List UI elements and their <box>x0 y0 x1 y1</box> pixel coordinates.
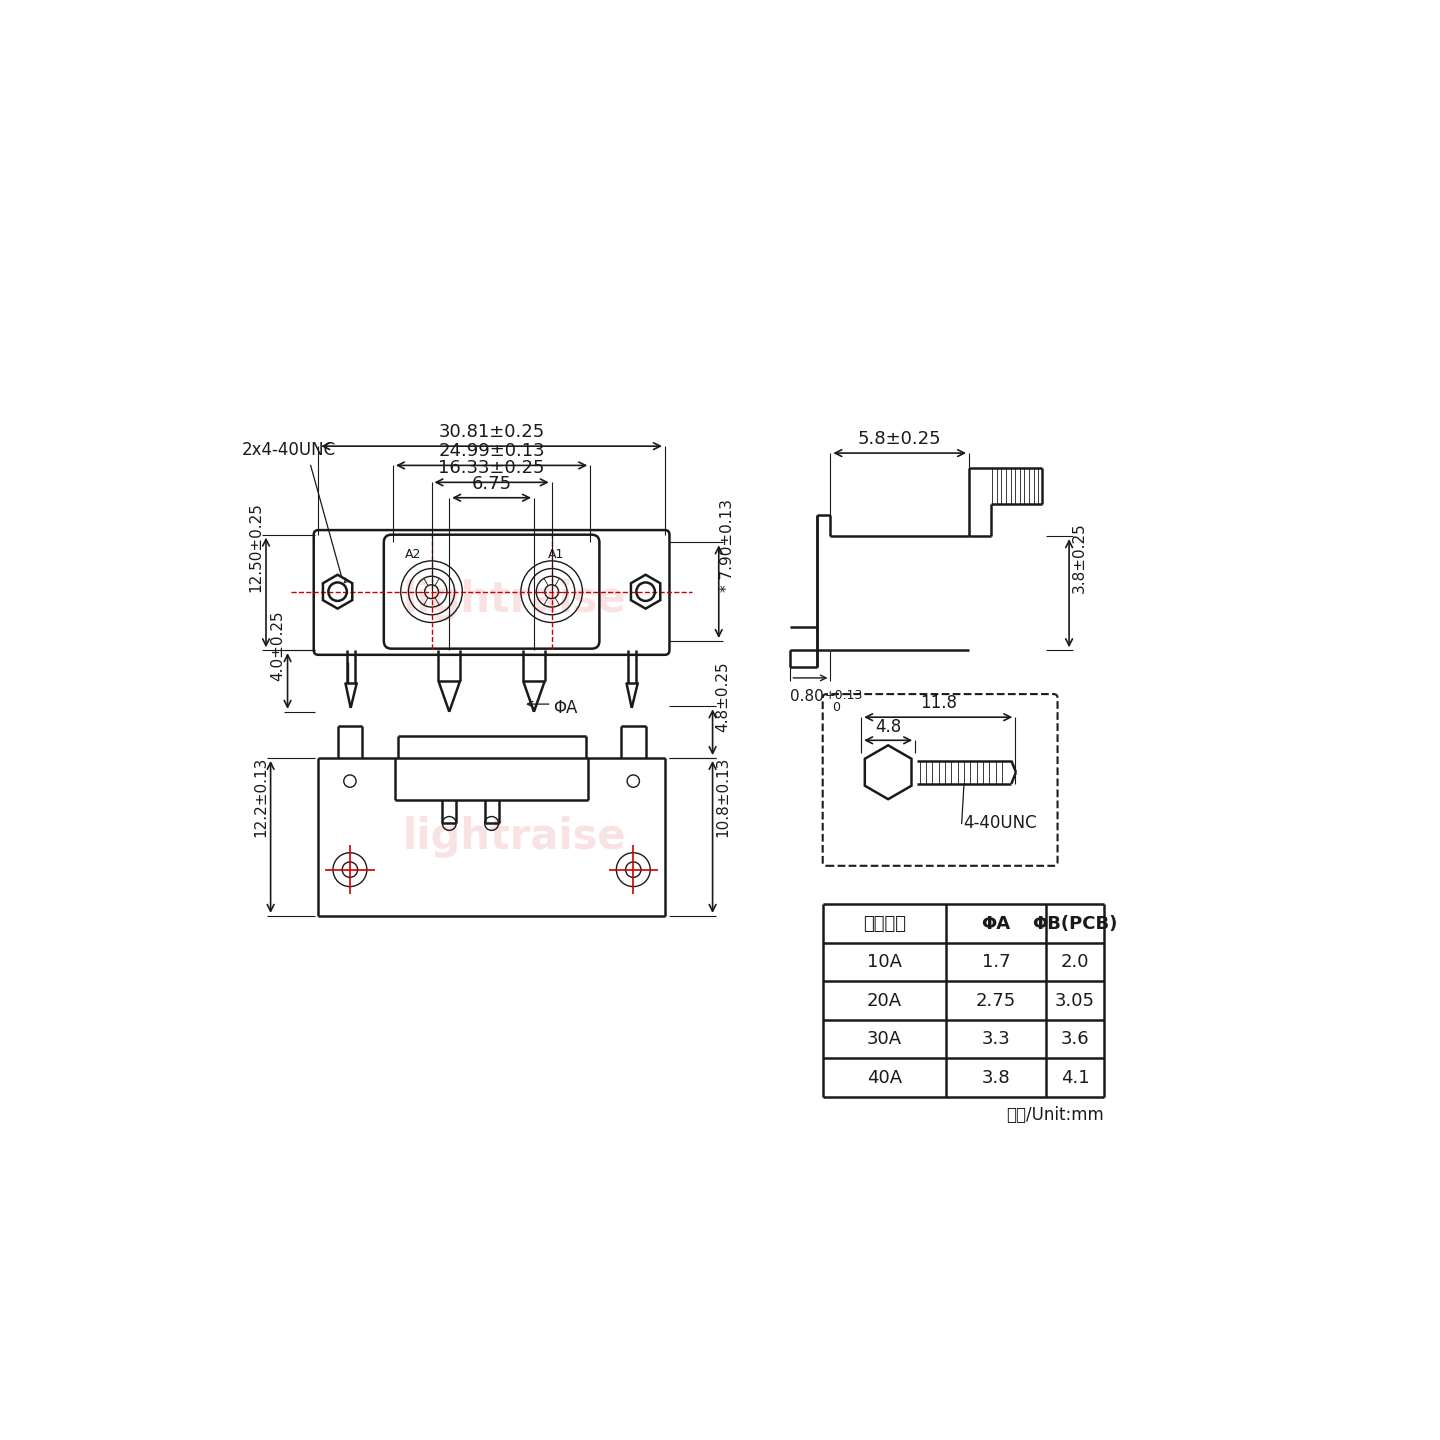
Text: 30A: 30A <box>867 1030 901 1048</box>
Text: 12.2±0.13: 12.2±0.13 <box>253 756 268 837</box>
Text: 4.8: 4.8 <box>876 717 901 736</box>
Text: 0.80: 0.80 <box>791 688 824 704</box>
Text: 20A: 20A <box>867 992 901 1009</box>
Text: 30.81±0.25: 30.81±0.25 <box>438 423 544 441</box>
Text: A2: A2 <box>405 547 420 560</box>
Text: +0.13: +0.13 <box>825 688 864 701</box>
Text: 5.8±0.25: 5.8±0.25 <box>858 429 942 448</box>
Text: * 7.90±0.13: * 7.90±0.13 <box>720 498 736 592</box>
Text: 3.8±0.25: 3.8±0.25 <box>1071 523 1087 593</box>
Text: 2.75: 2.75 <box>976 992 1017 1009</box>
Text: 2x4-40UNC: 2x4-40UNC <box>242 441 336 459</box>
Text: lightraise: lightraise <box>403 816 626 858</box>
Text: 3.6: 3.6 <box>1061 1030 1089 1048</box>
Text: 16.33±0.25: 16.33±0.25 <box>438 459 544 477</box>
Text: 10.8±0.13: 10.8±0.13 <box>716 756 730 837</box>
Text: 10A: 10A <box>867 953 901 971</box>
Text: 3.05: 3.05 <box>1056 992 1094 1009</box>
Text: 11.8: 11.8 <box>920 694 956 711</box>
Text: 6.75: 6.75 <box>471 475 511 492</box>
Text: 24.99±0.13: 24.99±0.13 <box>438 442 544 459</box>
Text: 4.0±0.25: 4.0±0.25 <box>271 611 285 681</box>
Text: lightraise: lightraise <box>403 579 626 621</box>
Text: 3.3: 3.3 <box>982 1030 1011 1048</box>
Text: ΦA: ΦA <box>553 698 577 717</box>
Text: 单位/Unit:mm: 单位/Unit:mm <box>1007 1106 1103 1125</box>
Text: 4.8±0.25: 4.8±0.25 <box>716 661 730 732</box>
Text: A1: A1 <box>547 547 564 560</box>
Text: ΦA: ΦA <box>982 914 1011 933</box>
Text: 4-40UNC: 4-40UNC <box>963 815 1037 832</box>
Text: 12.50±0.25: 12.50±0.25 <box>249 503 264 592</box>
Text: 2.0: 2.0 <box>1061 953 1089 971</box>
Text: 3.8: 3.8 <box>982 1068 1011 1087</box>
Text: 4.1: 4.1 <box>1061 1068 1089 1087</box>
Text: 1.7: 1.7 <box>982 953 1011 971</box>
Text: ΦB(PCB): ΦB(PCB) <box>1032 914 1117 933</box>
Text: 额定电流: 额定电流 <box>863 914 906 933</box>
Text: 0: 0 <box>825 701 841 714</box>
Text: 40A: 40A <box>867 1068 901 1087</box>
